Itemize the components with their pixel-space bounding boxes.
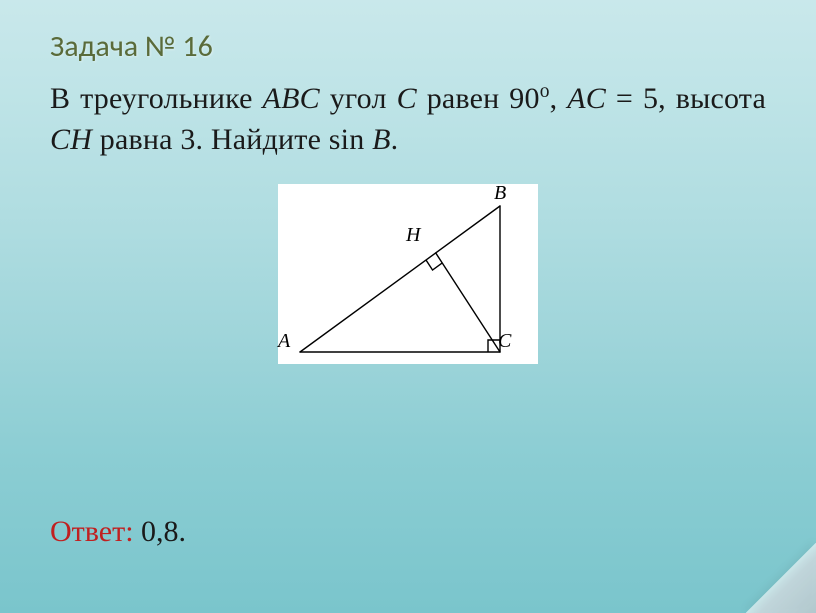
angle-b: B [372, 123, 391, 156]
label-a: A [278, 330, 290, 353]
t5: = 5, высота [606, 82, 766, 115]
deg: о [540, 81, 550, 102]
label-h: H [406, 224, 420, 247]
t7: . [391, 123, 399, 156]
slide-title: Задача № 16 [50, 28, 766, 65]
answer: Ответ: 0,8. [50, 515, 186, 549]
triangle-name: ABC [263, 82, 320, 115]
label-b: B [494, 182, 506, 205]
t2: угол [320, 82, 397, 115]
triangle-svg [288, 192, 528, 362]
answer-value: 0,8. [134, 515, 187, 548]
problem-text: В треугольнике ABC угол C равен 90о, AC … [50, 79, 766, 160]
triangle-figure: A B C H [278, 184, 538, 364]
label-c: C [498, 330, 511, 353]
page-curl [746, 543, 816, 613]
side-ac: AC [567, 82, 606, 115]
answer-label: Ответ: [50, 515, 134, 548]
t3: равен 90 [417, 82, 540, 115]
t1: В треугольнике [50, 82, 263, 115]
angle-c: C [397, 82, 417, 115]
t4: , [550, 82, 568, 115]
t6: равна 3. Найдите sin [92, 123, 372, 156]
alt-ch: CH [50, 123, 92, 156]
